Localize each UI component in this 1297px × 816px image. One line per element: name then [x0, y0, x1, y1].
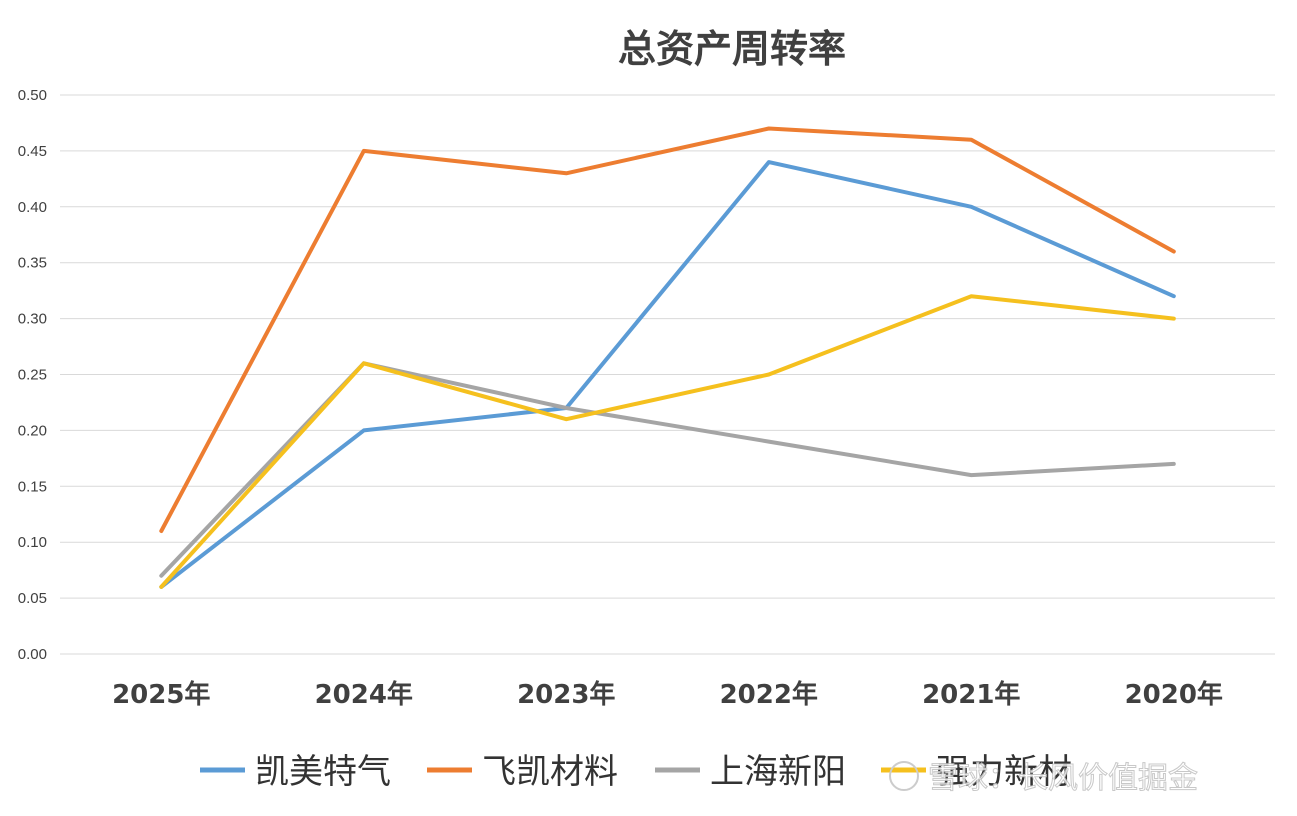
- legend-label: 凯美特气: [255, 752, 391, 792]
- x-tick-label: 2025年: [112, 679, 210, 710]
- y-tick-label: 0.45: [18, 143, 47, 160]
- x-tick-label: 2021年: [922, 679, 1020, 710]
- gridlines: [60, 94, 1275, 655]
- legend-label: 飞凯材料: [482, 752, 618, 792]
- chart-title: 总资产周转率: [618, 27, 846, 71]
- x-tick-label: 2022年: [720, 679, 818, 710]
- y-tick-label: 0.35: [18, 255, 47, 272]
- x-axis-ticks: 2025年 2024年 2023年 2022年 2021年 2020年: [112, 679, 1223, 710]
- series-line-1: [159, 160, 1176, 589]
- x-tick-label: 2024年: [315, 679, 413, 710]
- legend-label: 上海新阳: [710, 752, 846, 792]
- x-tick-label: 2023年: [517, 679, 615, 710]
- y-tick-label: 0.40: [18, 199, 47, 216]
- y-axis-ticks: 0.00 0.05 0.10 0.15 0.20 0.25 0.30 0.35 0.40 0.45…: [18, 87, 47, 663]
- y-tick-label: 0.25: [18, 367, 47, 384]
- legend-label: 强力新材: [936, 752, 1072, 792]
- y-tick-label: 0.50: [18, 87, 47, 104]
- y-tick-label: 0.05: [18, 590, 47, 607]
- watermark-text: 雪球：长风价值掘金: [928, 761, 1198, 796]
- watermark: 雪球：长风价值掘金: [889, 761, 1199, 797]
- legend: 凯美特气 飞凯材料 上海新阳 强力新材: [200, 752, 1072, 792]
- watermark-logo-icon: [889, 761, 919, 791]
- y-tick-label: 0.30: [18, 311, 47, 328]
- series-line-2: [159, 126, 1176, 533]
- y-tick-label: 0.20: [18, 422, 47, 439]
- y-tick-label: 0.10: [18, 534, 47, 551]
- y-tick-label: 0.15: [18, 478, 47, 495]
- series-lines: [159, 126, 1176, 589]
- y-tick-label: 0.00: [18, 646, 47, 663]
- x-tick-label: 2020年: [1125, 679, 1223, 710]
- series-line-4: [159, 294, 1176, 589]
